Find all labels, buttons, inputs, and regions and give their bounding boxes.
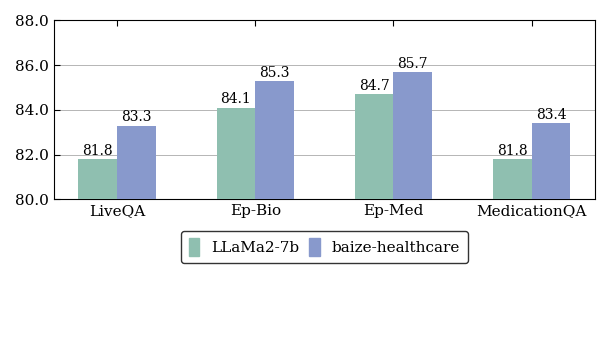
Bar bbox=[117, 126, 156, 338]
Legend: LLaMa2-7b, baize-healthcare: LLaMa2-7b, baize-healthcare bbox=[181, 231, 468, 263]
Text: 84.1: 84.1 bbox=[221, 92, 251, 106]
Text: 85.3: 85.3 bbox=[259, 66, 290, 79]
Bar bbox=[532, 123, 570, 338]
Text: 83.4: 83.4 bbox=[536, 108, 566, 122]
Bar bbox=[393, 72, 432, 338]
Text: 81.8: 81.8 bbox=[497, 144, 528, 158]
Bar bbox=[255, 81, 294, 338]
Text: 84.7: 84.7 bbox=[359, 79, 390, 93]
Text: 81.8: 81.8 bbox=[82, 144, 113, 158]
Bar bbox=[78, 159, 117, 338]
Bar bbox=[355, 94, 393, 338]
Bar bbox=[493, 159, 532, 338]
Text: 85.7: 85.7 bbox=[398, 57, 428, 71]
Bar bbox=[217, 108, 255, 338]
Text: 83.3: 83.3 bbox=[121, 110, 152, 124]
